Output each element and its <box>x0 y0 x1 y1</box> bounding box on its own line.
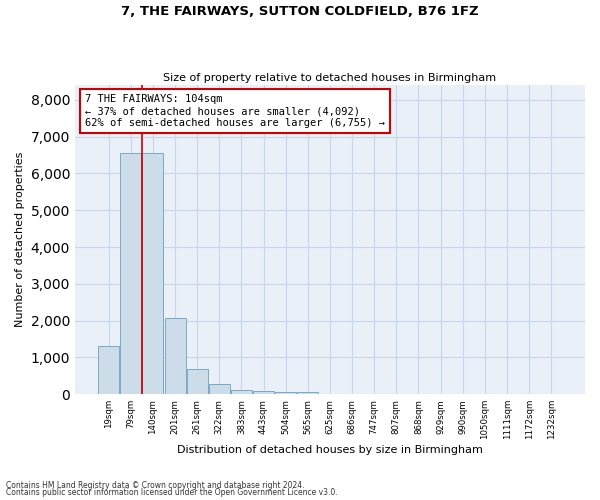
Bar <box>275 392 296 394</box>
Bar <box>209 384 230 394</box>
Bar <box>187 369 208 394</box>
Text: Contains HM Land Registry data © Crown copyright and database right 2024.: Contains HM Land Registry data © Crown c… <box>6 480 305 490</box>
Bar <box>298 392 319 394</box>
Bar <box>120 153 141 394</box>
Y-axis label: Number of detached properties: Number of detached properties <box>15 152 25 328</box>
Text: 7 THE FAIRWAYS: 104sqm
← 37% of detached houses are smaller (4,092)
62% of semi-: 7 THE FAIRWAYS: 104sqm ← 37% of detached… <box>85 94 385 128</box>
Bar <box>142 153 163 394</box>
Bar <box>98 346 119 394</box>
Bar <box>253 392 274 394</box>
Bar <box>164 318 185 394</box>
Bar <box>231 390 252 394</box>
Text: 7, THE FAIRWAYS, SUTTON COLDFIELD, B76 1FZ: 7, THE FAIRWAYS, SUTTON COLDFIELD, B76 1… <box>121 5 479 18</box>
Text: Contains public sector information licensed under the Open Government Licence v3: Contains public sector information licen… <box>6 488 338 497</box>
X-axis label: Distribution of detached houses by size in Birmingham: Distribution of detached houses by size … <box>177 445 483 455</box>
Title: Size of property relative to detached houses in Birmingham: Size of property relative to detached ho… <box>163 73 497 83</box>
